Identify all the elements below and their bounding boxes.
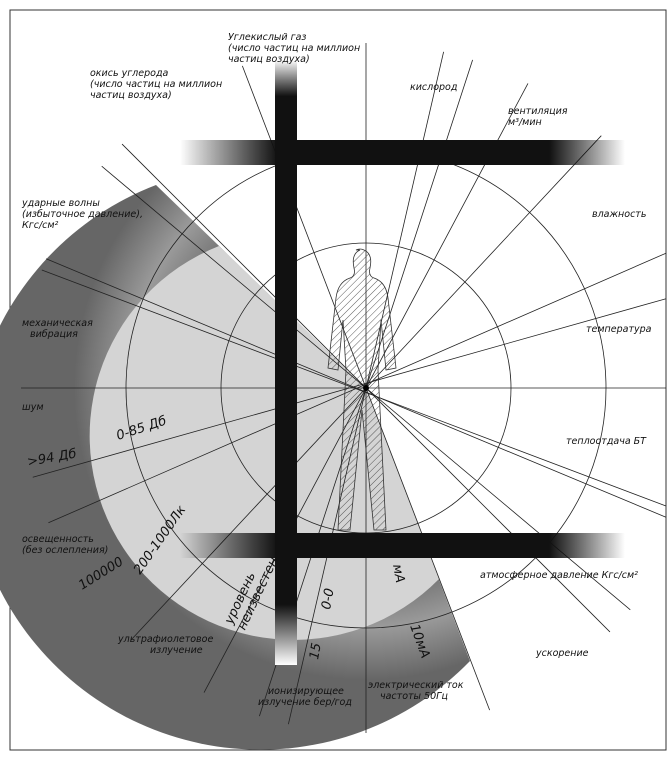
label-line: окись углерода	[90, 68, 169, 79]
label: температура	[586, 324, 652, 335]
label-line: ионизирующее	[268, 686, 344, 697]
top-bar	[180, 140, 625, 165]
label: ультрафиолетовое излучение	[117, 634, 213, 656]
label: ударные волны (избыточное давление), Кгс/с…	[21, 198, 143, 231]
label-line: вибрация	[30, 329, 78, 340]
label-line: освещенность	[22, 534, 94, 545]
human-figure	[327, 248, 397, 531]
label-line: излучение	[150, 645, 203, 656]
label: шум	[22, 402, 43, 413]
vertical-bar	[275, 60, 297, 665]
label-line: Кгс/см²	[22, 220, 59, 231]
center	[363, 385, 369, 391]
label: теплоотдача БТ	[566, 436, 647, 447]
label-line: м³/мин	[508, 117, 542, 128]
label: вентиляция м³/мин	[508, 106, 568, 128]
label-line: частиц воздуха)	[90, 90, 172, 101]
label-line: ударные волны	[21, 198, 100, 209]
label-line: излучение бер/год	[258, 697, 352, 708]
label-line: (число частиц на миллион	[228, 43, 360, 54]
label-line: механическая	[22, 318, 93, 329]
label: атмосферное давление Кгс/см²	[480, 570, 638, 581]
label-line: электрический ток	[368, 680, 464, 691]
label-line: (избыточное давление),	[22, 209, 143, 220]
label-line: частиц воздуха)	[228, 54, 310, 65]
label: влажность	[592, 209, 646, 220]
bottom-bar	[180, 533, 625, 558]
label: 15	[307, 642, 325, 661]
label: ускорение	[535, 648, 589, 659]
label-line: Углекислый газ	[228, 32, 306, 43]
label: 0-0	[319, 587, 337, 611]
label: окись углерода (число частиц на миллион ча…	[90, 68, 222, 101]
label-line: ультрафиолетовое	[117, 634, 213, 645]
label: механическая вибрация	[22, 318, 93, 340]
label-line: (без ослепления)	[22, 545, 108, 556]
label-line: вентиляция	[508, 106, 568, 117]
label: ионизирующее излучение бер/год	[258, 686, 352, 708]
label: Углекислый газ (число частиц на миллион ча…	[228, 32, 360, 65]
label: освещенность (без ослепления)	[22, 534, 108, 556]
label: электрический ток частоты 50Гц	[368, 680, 464, 702]
label: кислород	[410, 82, 458, 93]
label-line: частоты 50Гц	[380, 691, 448, 702]
label-line: (число частиц на миллион	[90, 79, 222, 90]
label: мА	[389, 563, 407, 584]
